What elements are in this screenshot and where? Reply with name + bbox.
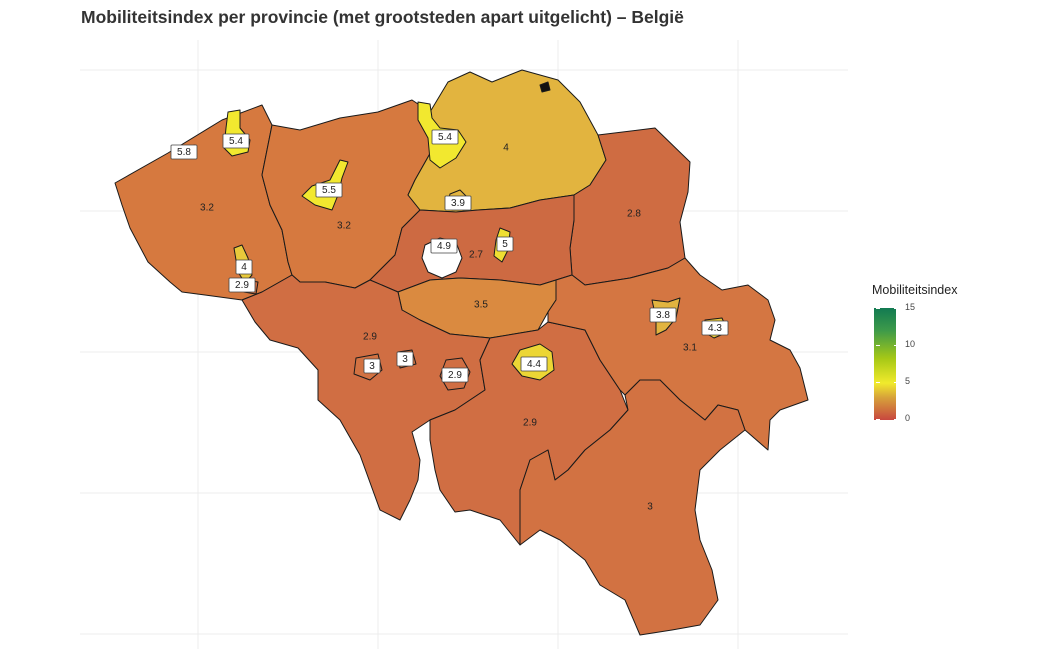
- province-label-antwerpen: 4: [503, 143, 509, 154]
- svg-text:5.4: 5.4: [229, 136, 243, 147]
- city-label-verviers: 4.3: [701, 320, 729, 336]
- city-label-brussel: 4.9: [430, 238, 458, 254]
- svg-text:5.4: 5.4: [438, 132, 452, 143]
- legend-tick-5: 5: [905, 376, 911, 386]
- province-label-waals-brabant: 3.5: [474, 300, 488, 311]
- legend-tick-10: 10: [905, 339, 916, 349]
- svg-text:5.8: 5.8: [177, 147, 191, 158]
- province-luxemburg: [519, 379, 746, 636]
- svg-text:3: 3: [402, 354, 408, 365]
- city-label-kortrijk: 4: [235, 259, 253, 275]
- legend-tick-0: 0: [905, 413, 911, 423]
- svg-text:4.4: 4.4: [527, 359, 541, 370]
- svg-text:2.9: 2.9: [448, 370, 462, 381]
- legend-title: Mobiliteitsindex: [872, 283, 958, 297]
- svg-text:5: 5: [502, 239, 508, 250]
- svg-text:2.9: 2.9: [235, 280, 249, 291]
- svg-text:5.5: 5.5: [322, 185, 336, 196]
- color-legend: Mobiliteitsindex 15 10 5 0: [872, 283, 958, 423]
- province-label-luxemburg: 3: [647, 502, 653, 513]
- province-label-limburg: 2.8: [627, 209, 641, 220]
- svg-text:3.8: 3.8: [656, 310, 670, 321]
- city-label-mechelen: 3.9: [444, 195, 472, 211]
- city-label-luik: 3.8: [649, 307, 677, 323]
- city-label-namen: 4.4: [520, 356, 548, 372]
- city-label-oostende: 5.8: [170, 144, 198, 160]
- province-label-west-vlaanderen: 3.2: [200, 203, 214, 214]
- province-label-namen: 2.9: [523, 418, 537, 429]
- svg-text:4: 4: [241, 262, 247, 273]
- legend-color-bar: [874, 308, 898, 420]
- city-label-leuven: 5: [496, 236, 514, 252]
- city-label-gent: 5.5: [315, 182, 343, 198]
- svg-text:3.9: 3.9: [451, 198, 465, 209]
- enclave-baarle: [539, 81, 551, 93]
- svg-text:4.3: 4.3: [708, 323, 722, 334]
- city-label-antwerpen: 5.4: [431, 129, 459, 145]
- svg-text:3: 3: [369, 361, 375, 372]
- province-label-vlaams-brabant: 2.7: [469, 250, 483, 261]
- city-label-moeskroen: 2.9: [228, 277, 256, 293]
- city-label-bergen: 3: [363, 358, 381, 374]
- city-label-brugge: 5.4: [222, 133, 250, 149]
- province-label-luik: 3.1: [683, 343, 697, 354]
- province-label-oost-vlaanderen: 3.2: [337, 221, 351, 232]
- city-label-charleroi: 2.9: [441, 367, 469, 383]
- province-luik: [547, 257, 809, 451]
- legend-tick-15: 15: [905, 302, 916, 312]
- svg-text:4.9: 4.9: [437, 241, 451, 252]
- province-label-henegouwen: 2.9: [363, 332, 377, 343]
- map-title: Mobiliteitsindex per provincie (met groo…: [81, 7, 684, 27]
- city-label-la-louviere: 3: [396, 351, 414, 367]
